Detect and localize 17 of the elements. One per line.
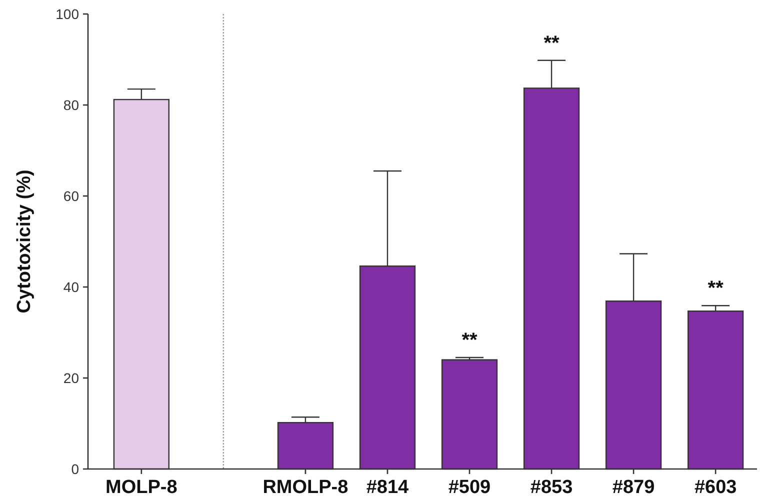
x-tick-label: #603 [694, 477, 737, 498]
data-label: ** [462, 330, 478, 352]
y-tick-label: 60 [63, 188, 80, 204]
y-tick-label: 80 [63, 96, 80, 113]
y-axis-title: Cytotoxicity (%) [14, 170, 35, 314]
data-label: ** [544, 32, 560, 54]
y-tick-label: 100 [56, 6, 80, 22]
x-tick-label: MOLP-8 [106, 477, 178, 498]
x-tick-label: #814 [366, 477, 410, 498]
y-tick-label: 40 [63, 278, 80, 295]
x-tick-label: #879 [612, 477, 655, 498]
x-tick-label: RMOLP-8 [262, 477, 348, 498]
y-tick-label: 0 [71, 460, 80, 477]
y-tick-label: 20 [63, 370, 80, 386]
x-tick-label: #509 [448, 477, 491, 498]
data-label: ** [708, 278, 724, 300]
x-tick-label: #853 [530, 477, 573, 498]
